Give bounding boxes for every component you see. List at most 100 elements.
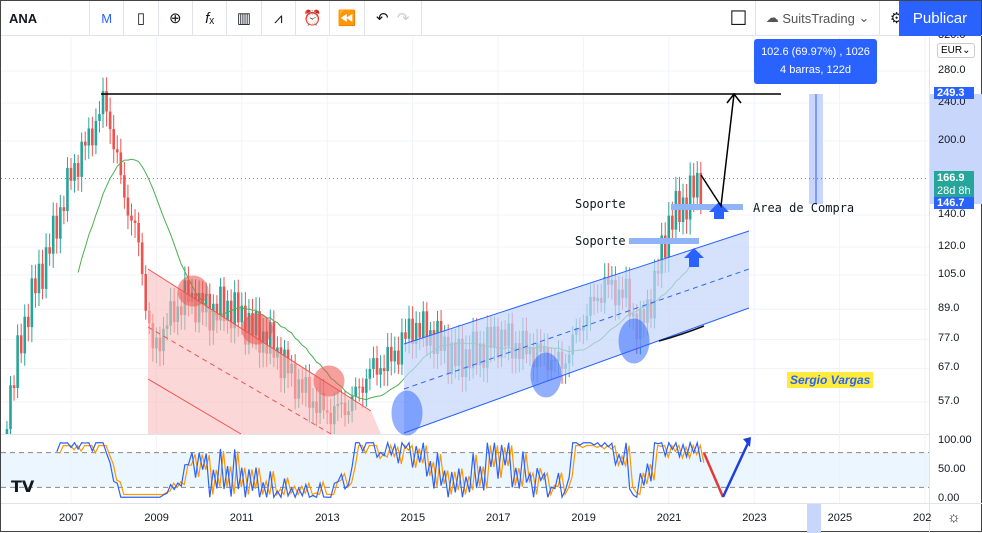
candle xyxy=(76,163,80,177)
bar-chart-icon[interactable]: ▥ xyxy=(227,0,262,36)
candle xyxy=(51,215,55,254)
channel-bottom xyxy=(147,378,242,435)
osc-tick: 100.00 xyxy=(938,434,972,446)
buy-area-label[interactable]: Area de Compra xyxy=(753,201,855,215)
time-tick: 2007 xyxy=(59,512,84,524)
candle xyxy=(368,369,372,379)
redo-icon[interactable]: ↷ xyxy=(396,10,410,27)
red-circle xyxy=(177,275,209,307)
fullscreen-square-icon[interactable]: ☐ xyxy=(722,0,757,36)
publish-button[interactable]: Publicar xyxy=(899,1,981,36)
alert-clock-icon[interactable]: ⏰ xyxy=(296,0,331,36)
candle xyxy=(379,368,382,375)
price-tick: 67.0 xyxy=(938,361,960,374)
candle xyxy=(272,322,276,358)
candle xyxy=(372,358,375,370)
support-zone-lower xyxy=(629,238,699,244)
time-tick: 2025 xyxy=(827,512,853,524)
candle xyxy=(414,322,418,345)
candle xyxy=(361,386,365,393)
candle xyxy=(112,129,115,150)
candle xyxy=(660,235,663,274)
cloud-icon: ☁ xyxy=(765,10,783,25)
candle xyxy=(73,163,76,181)
candle xyxy=(115,149,119,153)
compare-plus-icon[interactable]: ⊕ xyxy=(159,0,193,36)
tradingview-logo: 𝗧𝗩 xyxy=(11,479,35,496)
support-label-2[interactable]: Soporte xyxy=(575,234,626,248)
bullish-channel xyxy=(404,231,749,433)
undo-icon[interactable]: ↶ xyxy=(375,10,389,27)
chart-canvas[interactable] xyxy=(1,37,982,533)
pane-divider xyxy=(1,434,929,435)
candle xyxy=(9,385,12,430)
candle xyxy=(393,350,397,362)
candle xyxy=(386,346,389,372)
projection-up-arrow xyxy=(721,440,751,498)
price-tag-last: 166.9 28d 8h xyxy=(934,171,974,199)
candle xyxy=(34,278,37,294)
layout-menu[interactable]: ☁ SuitsTrading ⌄ xyxy=(756,0,880,36)
red-circle xyxy=(241,313,273,345)
candle xyxy=(133,220,137,223)
candle xyxy=(404,332,407,339)
interval-button[interactable]: M xyxy=(90,0,125,36)
candle xyxy=(41,263,44,289)
candle xyxy=(94,120,98,146)
replay-icon[interactable]: ⏪ xyxy=(330,0,365,36)
price-tag-high: 249.3 xyxy=(934,87,974,99)
candle xyxy=(382,368,386,372)
settings-sun-icon[interactable]: ☼ xyxy=(947,509,961,526)
candle xyxy=(222,286,226,322)
candle xyxy=(365,378,368,393)
layout-name: SuitsTrading xyxy=(782,10,855,26)
candle xyxy=(12,385,16,388)
candle xyxy=(667,215,671,258)
candle xyxy=(268,322,272,354)
bar-countdown: 28d 8h xyxy=(937,185,971,197)
time-tick: 2019 xyxy=(571,512,596,524)
price-tick: 89.0 xyxy=(938,302,960,315)
measure-line1: 102.6 (69.97%) , 1026 xyxy=(761,46,870,58)
buy-arrow-icon xyxy=(684,248,704,267)
candle xyxy=(400,332,404,365)
candles-icon[interactable]: ▯ xyxy=(124,0,159,36)
author-label[interactable]: Sergio Vargas xyxy=(787,372,874,388)
candle xyxy=(59,207,62,239)
stoch-k-line xyxy=(56,440,702,500)
toolbar-spacer xyxy=(422,1,722,36)
time-range-highlight xyxy=(807,504,821,533)
candle xyxy=(233,292,236,329)
arrowhead xyxy=(743,437,751,447)
channel-top xyxy=(403,230,750,345)
price-tick: 280.0 xyxy=(938,64,966,76)
candle xyxy=(240,305,244,323)
candle xyxy=(55,215,59,239)
candle xyxy=(265,331,269,354)
candle xyxy=(411,318,414,345)
candle xyxy=(204,293,208,313)
support-label-1[interactable]: Soporte xyxy=(575,197,626,211)
candle xyxy=(123,175,126,198)
candle xyxy=(108,111,112,130)
symbol-search[interactable]: ANA xyxy=(1,0,90,36)
blue-ellipse xyxy=(391,390,423,436)
candle xyxy=(87,128,91,146)
candle xyxy=(421,311,425,338)
channel-mid xyxy=(403,268,750,390)
candle xyxy=(144,274,148,311)
candle xyxy=(44,247,48,289)
target-arrow xyxy=(700,93,735,209)
candle xyxy=(236,292,240,323)
price-tick: 140.0 xyxy=(938,208,966,221)
candles xyxy=(5,77,703,434)
price-tick: 120.0 xyxy=(938,240,966,253)
candle xyxy=(699,172,703,204)
candle xyxy=(695,172,699,198)
time-tick: 2015 xyxy=(400,512,426,524)
candle xyxy=(137,222,140,243)
currency-select[interactable]: EUR⌄ xyxy=(937,43,975,58)
templates-icon[interactable]: ⩘ xyxy=(262,0,296,36)
trend-curve xyxy=(658,325,705,342)
